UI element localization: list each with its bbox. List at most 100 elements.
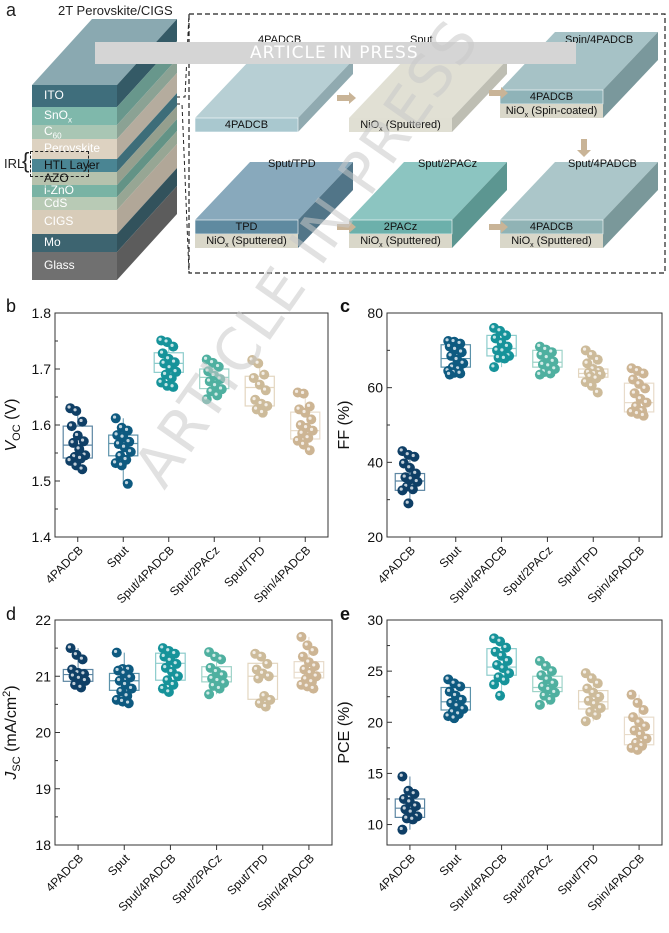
- data-point-highlight: [458, 696, 463, 701]
- data-point-highlight: [643, 399, 647, 403]
- panel-letter-a: a: [6, 0, 17, 20]
- film-side-face: [603, 162, 658, 248]
- y-tick-label: 15: [367, 765, 383, 781]
- data-point: [409, 788, 420, 799]
- data-point: [495, 690, 506, 701]
- data-point-highlight: [313, 673, 317, 677]
- data-point-highlight: [537, 371, 541, 375]
- data-point-highlight: [118, 688, 122, 692]
- data-point: [308, 683, 319, 694]
- data-point: [641, 397, 652, 408]
- watermark-bar: [95, 42, 576, 64]
- data-point-highlight: [451, 715, 455, 719]
- box-group-sput-4padcb: [486, 633, 517, 701]
- data-point: [214, 683, 225, 694]
- data-point-highlight: [73, 652, 77, 656]
- data-point-highlight: [158, 379, 162, 383]
- arrow-right-icon: [337, 221, 356, 233]
- data-point-highlight: [549, 668, 553, 672]
- data-point-highlight: [504, 658, 508, 662]
- data-point-highlight: [170, 384, 174, 388]
- data-point-highlight: [209, 360, 214, 364]
- film-side-face: [452, 162, 507, 248]
- data-point-highlight: [67, 645, 71, 649]
- data-point-highlight: [207, 665, 211, 669]
- data-point-highlight: [640, 370, 644, 374]
- data-point-highlight: [172, 650, 176, 655]
- data-point-highlight: [401, 796, 405, 800]
- data-point: [632, 697, 643, 708]
- y-tick-label: 1.5: [32, 473, 52, 489]
- data-point-highlight: [167, 365, 171, 369]
- stack-layer-side: [117, 168, 177, 252]
- data-point-highlight: [206, 649, 210, 653]
- data-point-highlight: [543, 346, 547, 350]
- data-point-highlight: [211, 372, 215, 377]
- config-title: Sput/2PACz: [418, 158, 478, 170]
- data-point-highlight: [448, 353, 452, 357]
- data-point-highlight: [264, 661, 268, 665]
- film-top-layer-label: 2PACz: [383, 221, 418, 233]
- data-point-highlight: [215, 363, 220, 368]
- data-point-highlight: [78, 684, 82, 688]
- data-point-highlight: [307, 670, 311, 674]
- data-point-highlight: [402, 474, 406, 478]
- data-point: [549, 687, 560, 698]
- data-point-highlight: [588, 352, 593, 356]
- data-point: [640, 721, 651, 732]
- data-point-highlight: [547, 696, 551, 701]
- data-point-highlight: [160, 685, 164, 690]
- data-point-highlight: [414, 478, 418, 483]
- data-point-highlight: [501, 677, 505, 681]
- data-point-highlight: [503, 644, 507, 649]
- data-point-highlight: [294, 389, 299, 393]
- stack-label: HTL Layer: [44, 157, 100, 172]
- stack-layer-snox: [32, 107, 117, 125]
- data-point: [68, 437, 79, 448]
- data-point: [296, 631, 307, 642]
- data-point-highlight: [249, 357, 253, 361]
- data-point: [300, 407, 311, 418]
- data-point-highlight: [76, 446, 80, 450]
- x-tick-label: 4PADCB: [375, 851, 418, 894]
- data-point-highlight: [631, 727, 635, 731]
- data-point-highlight: [582, 347, 587, 351]
- x-tick-label: Sput/TPD: [555, 543, 602, 590]
- film-top-layer-label: 4PADCB: [529, 221, 574, 233]
- data-point-highlight: [304, 642, 308, 646]
- data-point-highlight: [506, 670, 510, 674]
- data-point-highlight: [408, 476, 412, 480]
- data-point-highlight: [205, 368, 209, 372]
- data-point: [444, 369, 455, 380]
- data-point: [502, 655, 513, 666]
- data-point-highlight: [593, 375, 597, 379]
- data-point: [407, 484, 418, 495]
- data-point: [213, 361, 224, 372]
- film-bottom-layer: [349, 234, 452, 248]
- data-point-highlight: [170, 343, 174, 347]
- data-point: [306, 414, 317, 425]
- data-point: [77, 654, 88, 665]
- data-point-highlight: [538, 352, 542, 356]
- data-point-highlight: [460, 706, 464, 710]
- data-point-highlight: [73, 408, 77, 412]
- data-point-highlight: [166, 689, 170, 693]
- config-film-spin-4padcb: [499, 32, 658, 118]
- data-point-highlight: [112, 415, 117, 419]
- data-point-highlight: [125, 700, 130, 704]
- x-tick-label: 4PADCB: [43, 543, 86, 586]
- data-point-highlight: [634, 368, 638, 372]
- data-point: [71, 406, 82, 416]
- box-group-sput: [440, 674, 472, 724]
- data-point: [586, 380, 597, 391]
- data-point-highlight: [494, 662, 498, 666]
- y-axis-label: VOC (V): [3, 399, 23, 452]
- data-point-highlight: [546, 686, 550, 690]
- data-point-highlight: [491, 635, 495, 639]
- data-point-highlight: [294, 437, 299, 442]
- data-point-highlight: [80, 438, 85, 442]
- callout-line-top: [176, 13, 190, 98]
- data-point-highlight: [117, 453, 121, 457]
- data-point-highlight: [175, 673, 179, 677]
- data-point-highlight: [407, 465, 411, 469]
